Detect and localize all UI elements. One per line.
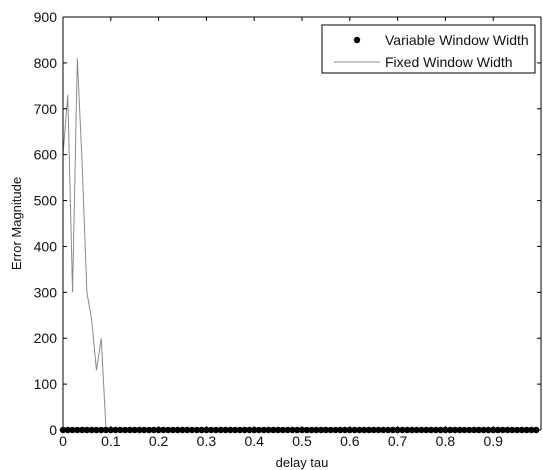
- x-tick-label: 0.9: [483, 433, 503, 449]
- legend-label-variable: Variable Window Width: [385, 32, 529, 48]
- y-tick-label: 800: [34, 55, 58, 71]
- x-axis-label: delay tau: [276, 455, 329, 470]
- x-tick-label: 0.8: [436, 433, 456, 449]
- x-tick-label: 0.4: [244, 433, 264, 449]
- y-tick-label: 600: [34, 147, 58, 163]
- x-tick-label: 0.5: [292, 433, 312, 449]
- x-tick-label: 0.2: [149, 433, 169, 449]
- y-axis-label: Error Magnitude: [9, 177, 24, 270]
- x-tick-label: 0.7: [388, 433, 408, 449]
- legend-box: [321, 24, 536, 74]
- x-tick-label: 0.1: [101, 433, 121, 449]
- x-tick-label: 0.6: [340, 433, 360, 449]
- y-tick-label: 700: [34, 101, 58, 117]
- x-tick-label: 0: [59, 433, 67, 449]
- y-tick-label: 500: [34, 193, 58, 209]
- y-tick-label: 100: [34, 376, 58, 392]
- y-tick-label: 900: [34, 9, 58, 25]
- y-tick-label: 0: [49, 422, 57, 438]
- y-tick-label: 300: [34, 284, 58, 300]
- y-tick-label: 400: [34, 238, 58, 254]
- legend-label-fixed: Fixed Window Width: [385, 54, 513, 70]
- plot-area: [63, 17, 541, 430]
- x-tick-label: 0.3: [197, 433, 217, 449]
- legend: Variable Window Width Fixed Window Width: [321, 24, 536, 74]
- y-tick-label: 200: [34, 330, 58, 346]
- legend-marker-variable: [353, 36, 361, 44]
